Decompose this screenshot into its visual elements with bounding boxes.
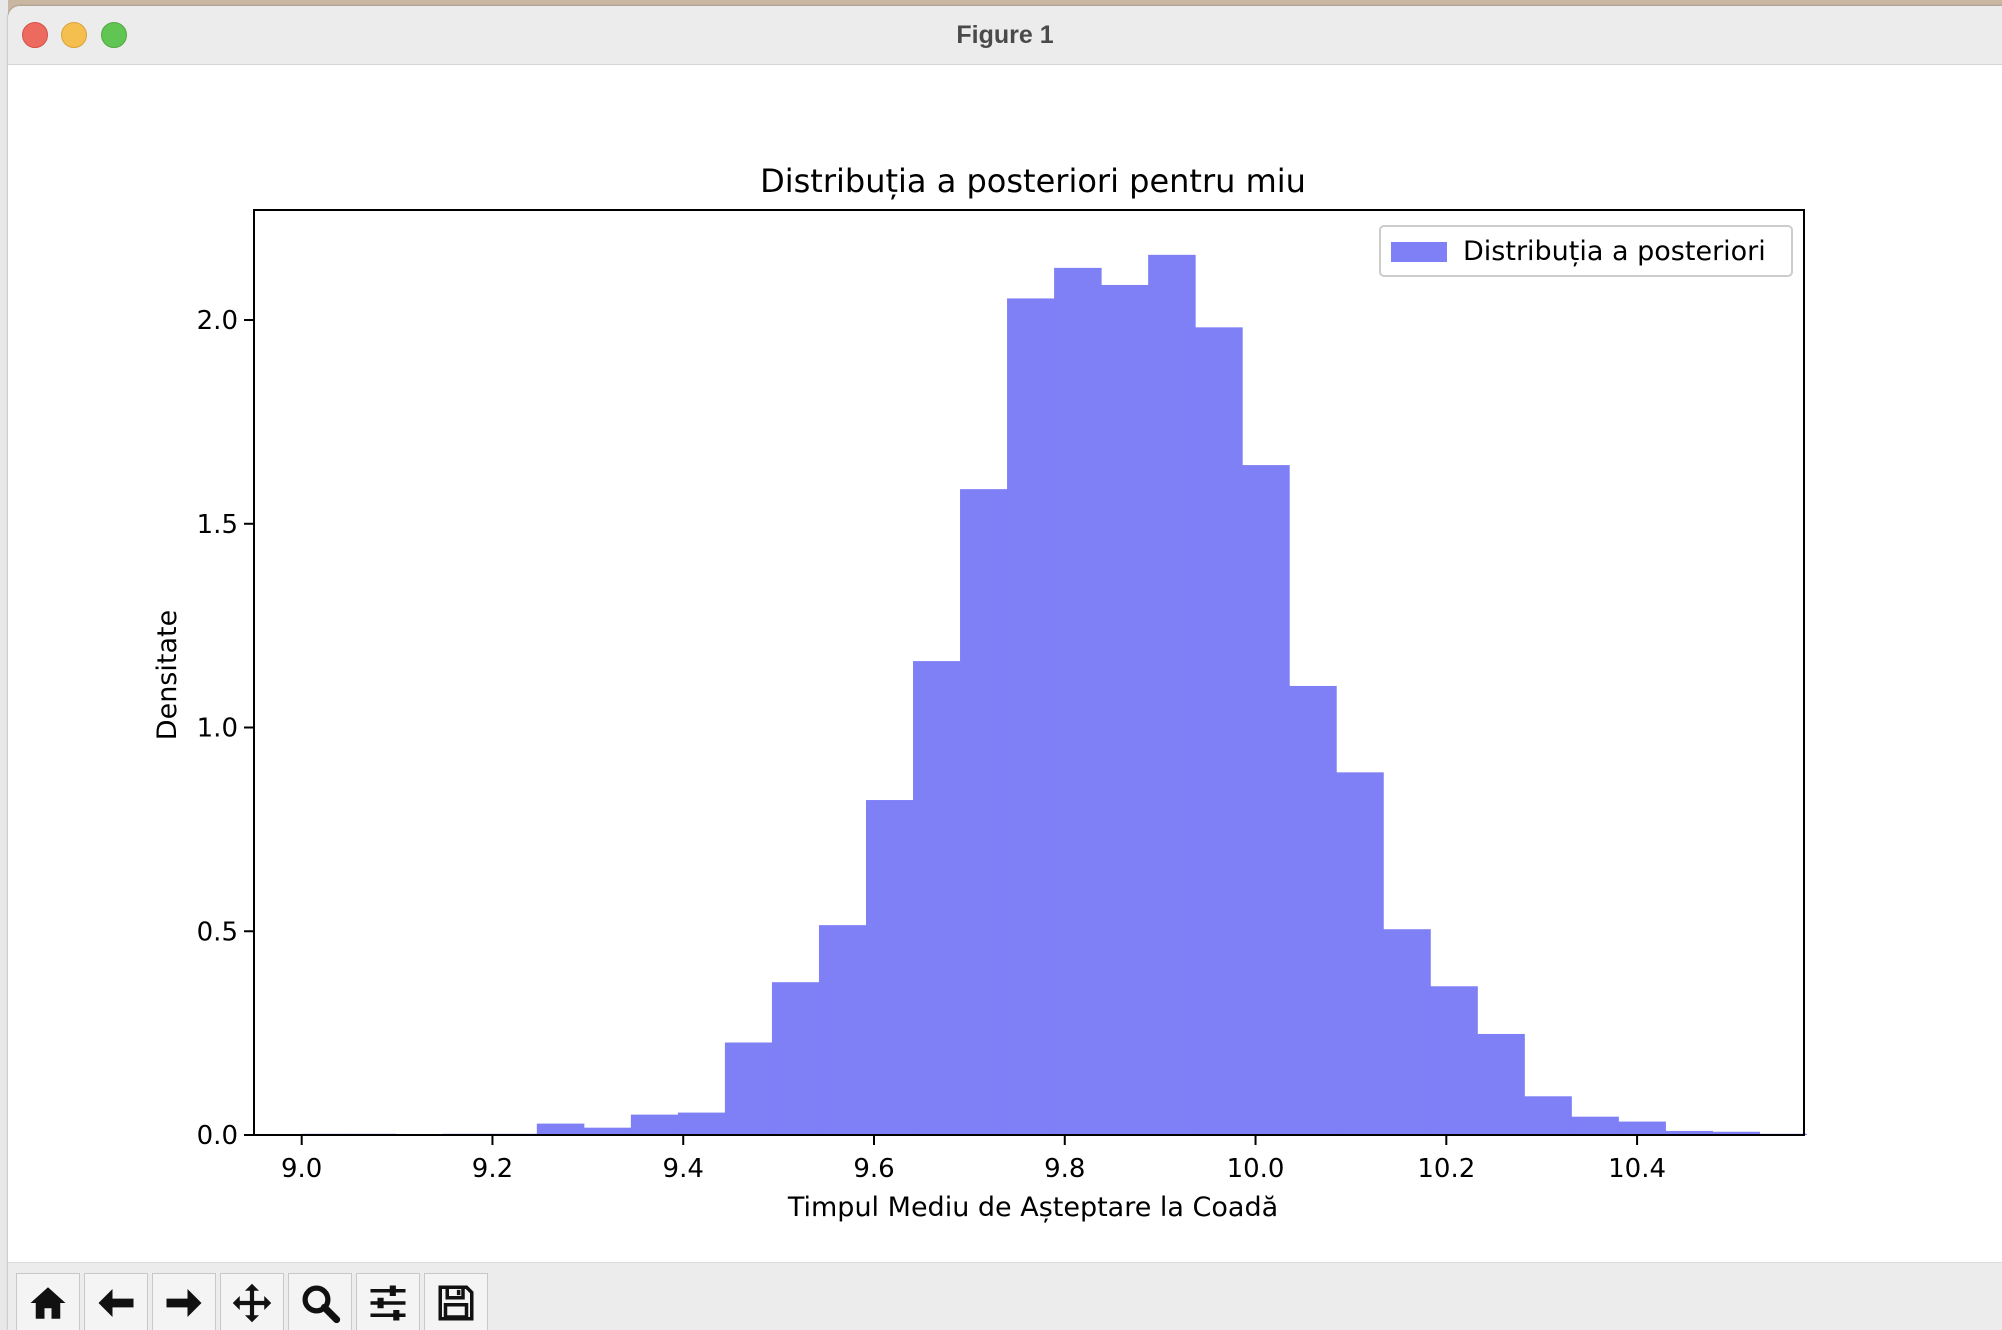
background-desktop (0, 0, 8, 1330)
navigation-toolbar (8, 1262, 2002, 1330)
histogram-bar (1383, 929, 1431, 1135)
sliders-icon (370, 1285, 406, 1321)
y-axis-label: Densitate (152, 610, 183, 740)
histogram-bar (1571, 1116, 1619, 1135)
x-tick-label: 10.2 (1417, 1154, 1475, 1184)
histogram-bar (1054, 267, 1102, 1136)
histogram-bar (1430, 986, 1478, 1135)
x-tick-label: 9.0 (281, 1154, 322, 1184)
x-tick-label: 10.4 (1608, 1154, 1666, 1184)
histogram-bar (1242, 465, 1290, 1135)
histogram-bar (771, 982, 820, 1135)
histogram-bar (1101, 284, 1149, 1135)
histogram-bar (865, 800, 914, 1135)
chart-title: Distribuția a posteriori pentru miu (760, 162, 1306, 200)
plot-frame (253, 209, 1805, 1136)
figure-canvas[interactable]: Distribuția a posteriori pentru miu 9.0 9… (8, 65, 2002, 1265)
legend-swatch (1391, 242, 1447, 262)
title-bar[interactable]: Figure 1 (8, 6, 2002, 65)
histogram-bar (1148, 254, 1196, 1135)
x-axis-label: Timpul Mediu de Așteptare la Coadă (787, 1192, 1278, 1223)
floppy-disk-icon (438, 1285, 474, 1321)
x-axis-ticks: 9.0 9.2 9.4 9.6 9.8 10.0 10.2 10.4 (281, 1135, 1666, 1184)
y-tick-label: 0.0 (197, 1121, 238, 1151)
histogram-bar (1007, 298, 1055, 1135)
back-button[interactable] (84, 1273, 148, 1330)
y-axis-ticks: 0.0 0.5 1.0 1.5 2.0 (197, 306, 254, 1151)
histogram-bar (677, 1112, 726, 1135)
x-tick-label: 9.4 (663, 1154, 704, 1184)
figure-window: Figure 1 Distribuția a posteriori pentru… (8, 6, 2002, 1330)
magnifier-icon (302, 1285, 341, 1324)
y-tick-label: 1.5 (197, 510, 238, 540)
histogram-bar (1712, 1131, 1760, 1135)
arrow-left-icon (98, 1289, 134, 1317)
histogram-bar (583, 1127, 632, 1135)
move-icon (232, 1283, 272, 1323)
histogram-bar (1195, 327, 1243, 1136)
histogram-bars (301, 254, 1807, 1136)
histogram-bar (1618, 1121, 1666, 1135)
legend[interactable]: Distribuția a posteriori (1379, 225, 1793, 277)
home-button[interactable] (16, 1273, 80, 1330)
y-tick-label: 2.0 (197, 306, 238, 336)
pan-button[interactable] (220, 1273, 284, 1330)
histogram-bar (1289, 685, 1337, 1135)
y-tick-label: 0.5 (197, 917, 238, 947)
arrow-right-icon (166, 1289, 202, 1317)
x-tick-label: 9.8 (1044, 1154, 1085, 1184)
histogram-bar (1477, 1033, 1525, 1135)
histogram-bar (1336, 772, 1384, 1135)
x-tick-label: 9.2 (472, 1154, 513, 1184)
histogram-bar (630, 1114, 679, 1135)
histogram-bar (536, 1123, 585, 1135)
home-icon (30, 1287, 66, 1319)
save-button[interactable] (424, 1273, 488, 1330)
histogram-bar (1665, 1130, 1713, 1135)
legend-box (1379, 225, 1793, 277)
histogram-bar (724, 1042, 773, 1135)
histogram-bar (1524, 1096, 1572, 1135)
histogram-bar (818, 925, 867, 1135)
minimize-button[interactable] (61, 22, 87, 48)
zoom-button[interactable] (288, 1273, 352, 1330)
zoom-window-button[interactable] (101, 22, 127, 48)
histogram-bar (913, 661, 961, 1135)
close-button[interactable] (22, 22, 48, 48)
forward-button[interactable] (152, 1273, 216, 1330)
configure-subplots-button[interactable] (356, 1273, 420, 1330)
legend-label: Distribuția a posteriori (1463, 236, 1766, 267)
histogram-bar (960, 489, 1008, 1135)
window-title: Figure 1 (956, 21, 1054, 49)
histogram-chart: Distribuția a posteriori pentru miu 9.0 9… (152, 162, 1807, 1223)
x-tick-label: 9.6 (853, 1154, 894, 1184)
y-tick-label: 1.0 (197, 714, 238, 744)
x-tick-label: 10.0 (1227, 1154, 1285, 1184)
